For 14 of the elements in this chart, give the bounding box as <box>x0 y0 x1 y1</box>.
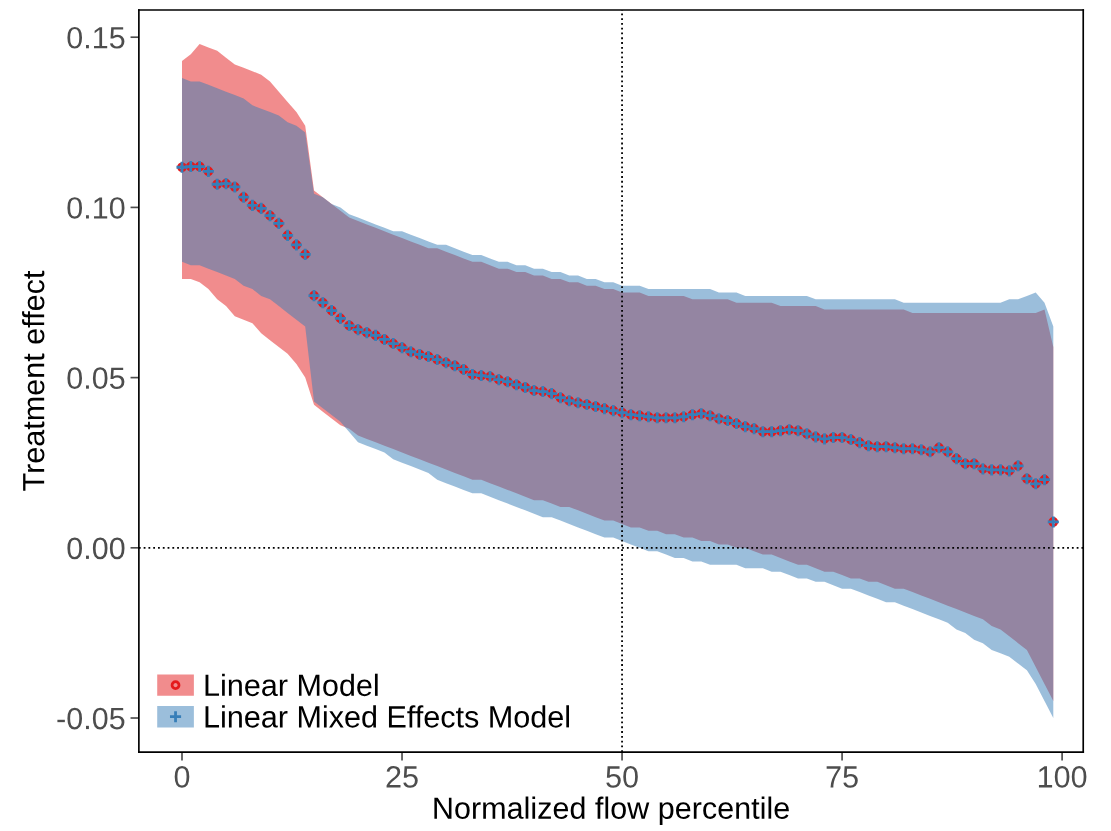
x-tick-label: 0 <box>174 766 190 788</box>
y-tick-label: 0.05 <box>67 367 125 389</box>
y-tick-label: 0.10 <box>67 197 125 219</box>
x-tick-label: 25 <box>386 766 418 788</box>
x-tick-label: 75 <box>826 766 858 788</box>
x-tick-label: 100 <box>1038 766 1087 788</box>
y-tick-label: 0.00 <box>67 537 125 560</box>
y-tick-label: 0.15 <box>67 26 125 49</box>
y-tick-label: -0.05 <box>57 707 125 730</box>
x-tick-label: 50 <box>606 766 638 788</box>
x-axis-title: Normalized flow percentile <box>434 796 789 825</box>
legend-label: Linear Model <box>205 673 378 697</box>
legend-label: Linear Mixed Effects Model <box>205 705 569 728</box>
y-axis-title: Treatment effect <box>22 270 45 491</box>
